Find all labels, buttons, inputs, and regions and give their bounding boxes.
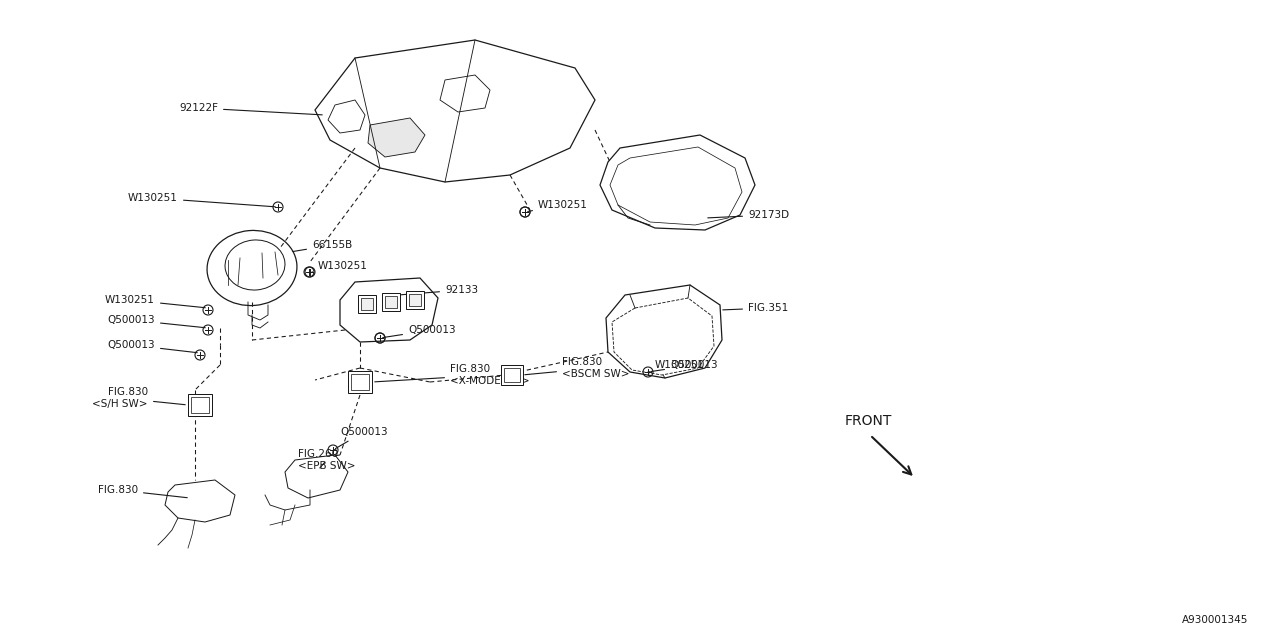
Text: Q500013: Q500013 [108,315,205,328]
Text: FRONT: FRONT [845,414,892,428]
Ellipse shape [225,240,285,290]
Text: FIG.260
<EPB SW>: FIG.260 <EPB SW> [298,449,356,471]
Ellipse shape [207,230,297,305]
Text: A930001345: A930001345 [1181,615,1248,625]
Polygon shape [611,147,742,225]
Text: W130251: W130251 [648,360,705,372]
Polygon shape [340,278,438,342]
Polygon shape [381,293,399,311]
Text: Q500013: Q500013 [335,427,388,449]
Polygon shape [500,365,524,385]
Polygon shape [406,291,424,309]
Polygon shape [410,294,421,306]
Text: FIG.830: FIG.830 [97,485,187,498]
Polygon shape [188,394,212,416]
Polygon shape [600,135,755,230]
Polygon shape [504,368,520,382]
Polygon shape [165,480,236,522]
Text: Q500013: Q500013 [383,325,456,337]
Text: Q500013: Q500013 [650,360,718,372]
Text: 92133: 92133 [401,285,479,295]
Text: 66155B: 66155B [293,240,352,252]
Text: 92173D: 92173D [708,210,790,220]
Polygon shape [285,455,348,498]
Text: W130251: W130251 [105,295,205,308]
Text: 92122F: 92122F [179,103,323,115]
Polygon shape [361,298,372,310]
Text: FIG.830
<X-MODE SW>: FIG.830 <X-MODE SW> [375,364,530,386]
Polygon shape [328,100,365,133]
Text: FIG.830
<BSCM SW>: FIG.830 <BSCM SW> [525,357,630,379]
Polygon shape [191,397,209,413]
Polygon shape [605,285,722,378]
Text: W130251: W130251 [527,200,588,211]
Text: W130251: W130251 [128,193,275,207]
Polygon shape [358,295,376,313]
Polygon shape [369,118,425,157]
Polygon shape [385,296,397,308]
Text: W130251: W130251 [312,261,367,272]
Polygon shape [612,298,714,375]
Text: Q500013: Q500013 [108,340,197,353]
Polygon shape [440,75,490,112]
Polygon shape [348,371,372,393]
Polygon shape [315,40,595,182]
Text: FIG.351: FIG.351 [723,303,788,313]
Text: FIG.830
<S/H SW>: FIG.830 <S/H SW> [92,387,186,409]
Polygon shape [351,374,369,390]
